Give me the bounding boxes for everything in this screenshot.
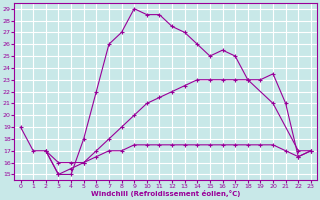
X-axis label: Windchill (Refroidissement éolien,°C): Windchill (Refroidissement éolien,°C) bbox=[91, 190, 240, 197]
